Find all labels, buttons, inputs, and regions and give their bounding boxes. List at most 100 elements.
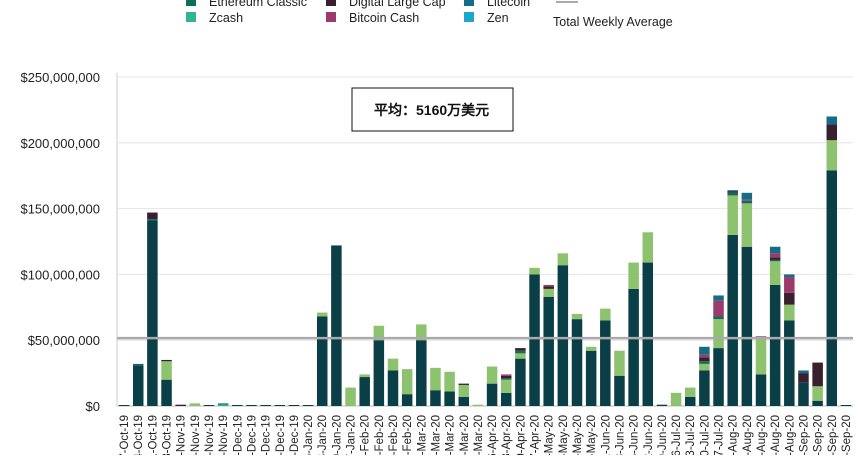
bar-segment-empty [274, 405, 286, 406]
x-tick-label: 17-Aug-20 [756, 415, 768, 455]
bar-segment-other [769, 261, 781, 285]
x-tick-label: 9-Mar-20 [430, 415, 442, 455]
bar-segment-digital-large-cap [727, 191, 738, 193]
bar-segment-other [727, 195, 738, 235]
bar-segment-grayscale [359, 377, 370, 406]
bar-segment-digital-large-cap [500, 375, 512, 379]
bar-segment-other [416, 324, 427, 341]
bar-segment-bitcoin-cash [713, 300, 724, 317]
bar-segment-empty [203, 405, 215, 406]
x-tick-label: 24-Feb-20 [402, 415, 414, 455]
bar-segment-grayscale [642, 262, 654, 406]
x-tick-label: 2-Dec-19 [232, 415, 244, 455]
x-tick-label: 6-Apr-20 [487, 415, 499, 455]
bar-segment-litecoin [217, 403, 229, 405]
x-tick-label: 17-Feb-20 [388, 415, 400, 455]
bar-segment-bitcoin-cash [500, 374, 512, 376]
bar-segment-other [430, 367, 441, 391]
bar-segment-digital-large-cap [543, 286, 554, 289]
x-tick-label: 27-Apr-20 [530, 415, 542, 455]
bar-segment-grayscale [812, 400, 823, 406]
bar-segment-grayscale [628, 288, 639, 406]
bar-segment-other [387, 358, 399, 371]
bar-segment-empty [232, 405, 243, 406]
bar-segment-bitcoin-cash [699, 354, 710, 358]
bar-segment-other [812, 386, 823, 401]
x-tick-label: 28-Sep-20 [841, 415, 853, 455]
x-tick-label: 21-Sep-20 [827, 415, 839, 455]
x-tick-label: 30-Dec-19 [289, 415, 301, 455]
bar-segment-other [600, 308, 611, 321]
bar-segment-other [316, 312, 328, 317]
x-tick-label: 6-Jul-20 [671, 415, 683, 455]
x-tick-label: 2-Mar-20 [416, 415, 428, 455]
bar-segment-digital-large-cap [515, 348, 526, 351]
y-tick-label: $100,000,000 [20, 267, 100, 282]
bar-segment-other [161, 361, 172, 380]
x-tick-label: 6-Jan-20 [303, 415, 315, 455]
bar-segment-ethereum-classic [713, 316, 724, 320]
bar-segment-digital-large-cap [699, 357, 710, 362]
bar-segment-grayscale [331, 245, 342, 406]
bar-segment-grayscale [444, 391, 455, 406]
bar-segment-grayscale [826, 170, 838, 406]
x-tick-label: 3-Aug-20 [728, 415, 740, 455]
bar-segment-other [515, 353, 526, 359]
x-tick-label: 30-Mar-20 [473, 415, 485, 455]
x-tick-label: 13-Apr-20 [501, 415, 513, 455]
legend-label: Ethereum Classic [209, 0, 307, 9]
x-tick-label: 3-Feb-20 [360, 415, 372, 455]
bar-segment-digital-large-cap [458, 383, 470, 385]
legend-label: Digital Large Cap [349, 0, 446, 9]
bar-segment-digital-large-cap [175, 404, 186, 406]
bar-segment-litecoin [798, 370, 809, 374]
bar-segment-ethereum-classic [769, 259, 781, 262]
x-tick-label: 10-Feb-20 [374, 415, 386, 455]
bar-segment-grayscale [727, 234, 738, 406]
bar-segment-other [670, 392, 682, 406]
bar-segment-digital-large-cap [147, 212, 158, 220]
bar-segment-grayscale [458, 396, 470, 406]
x-tick-label: 10-Aug-20 [742, 415, 754, 455]
bar-segment-grayscale [784, 320, 795, 406]
bar-segment-grayscale [684, 396, 696, 406]
bar-segment-grayscale [161, 379, 172, 406]
bar-segment-grayscale [486, 383, 498, 406]
x-tick-label: 16-Dec-19 [261, 415, 273, 455]
x-tick-label: 22-Jun-20 [643, 415, 655, 455]
bar-segment-litecoin [727, 190, 738, 192]
bar-segment-empty [302, 405, 314, 406]
legend-swatch [186, 12, 196, 22]
bar-segment-grayscale [614, 375, 625, 406]
bar-segment-empty [288, 405, 300, 406]
bar-segment-grayscale [529, 274, 540, 406]
x-tick-label: 4-May-20 [544, 415, 556, 455]
bar-segment-ethereum-classic [147, 219, 158, 221]
bar-segment-other [699, 363, 710, 371]
bar-segment-other [472, 404, 484, 406]
x-tick-label: 18-Nov-19 [204, 415, 216, 455]
x-tick-label: 7-Sep-20 [798, 415, 810, 455]
x-tick-label: 27-Jan-20 [346, 415, 358, 455]
bar-segment-litecoin [699, 346, 710, 355]
bar-segment-digital-large-cap [812, 362, 823, 387]
bar-segment-grayscale [316, 316, 328, 406]
x-tick-label: 20-Jan-20 [331, 415, 343, 455]
bar-segment-other [345, 387, 356, 406]
bar-segment-grayscale [500, 392, 512, 406]
bar-segment-bitcoin-cash [769, 253, 781, 258]
x-tick-label: 1-Jun-20 [600, 415, 612, 455]
x-tick-label: 15-Jun-20 [629, 415, 641, 455]
bar-segment-digital-large-cap [826, 124, 838, 141]
bar-segment-other [401, 369, 413, 395]
bar-segment-other [359, 374, 370, 378]
bar-segment-empty [260, 405, 271, 406]
x-tick-label: 18-May-20 [572, 415, 584, 455]
legend-swatch [326, 0, 336, 6]
bar-segment-grayscale [769, 284, 781, 406]
bar-segment-other [571, 313, 583, 320]
bar-segment-other [500, 379, 512, 393]
bar-segment-other [189, 403, 201, 406]
